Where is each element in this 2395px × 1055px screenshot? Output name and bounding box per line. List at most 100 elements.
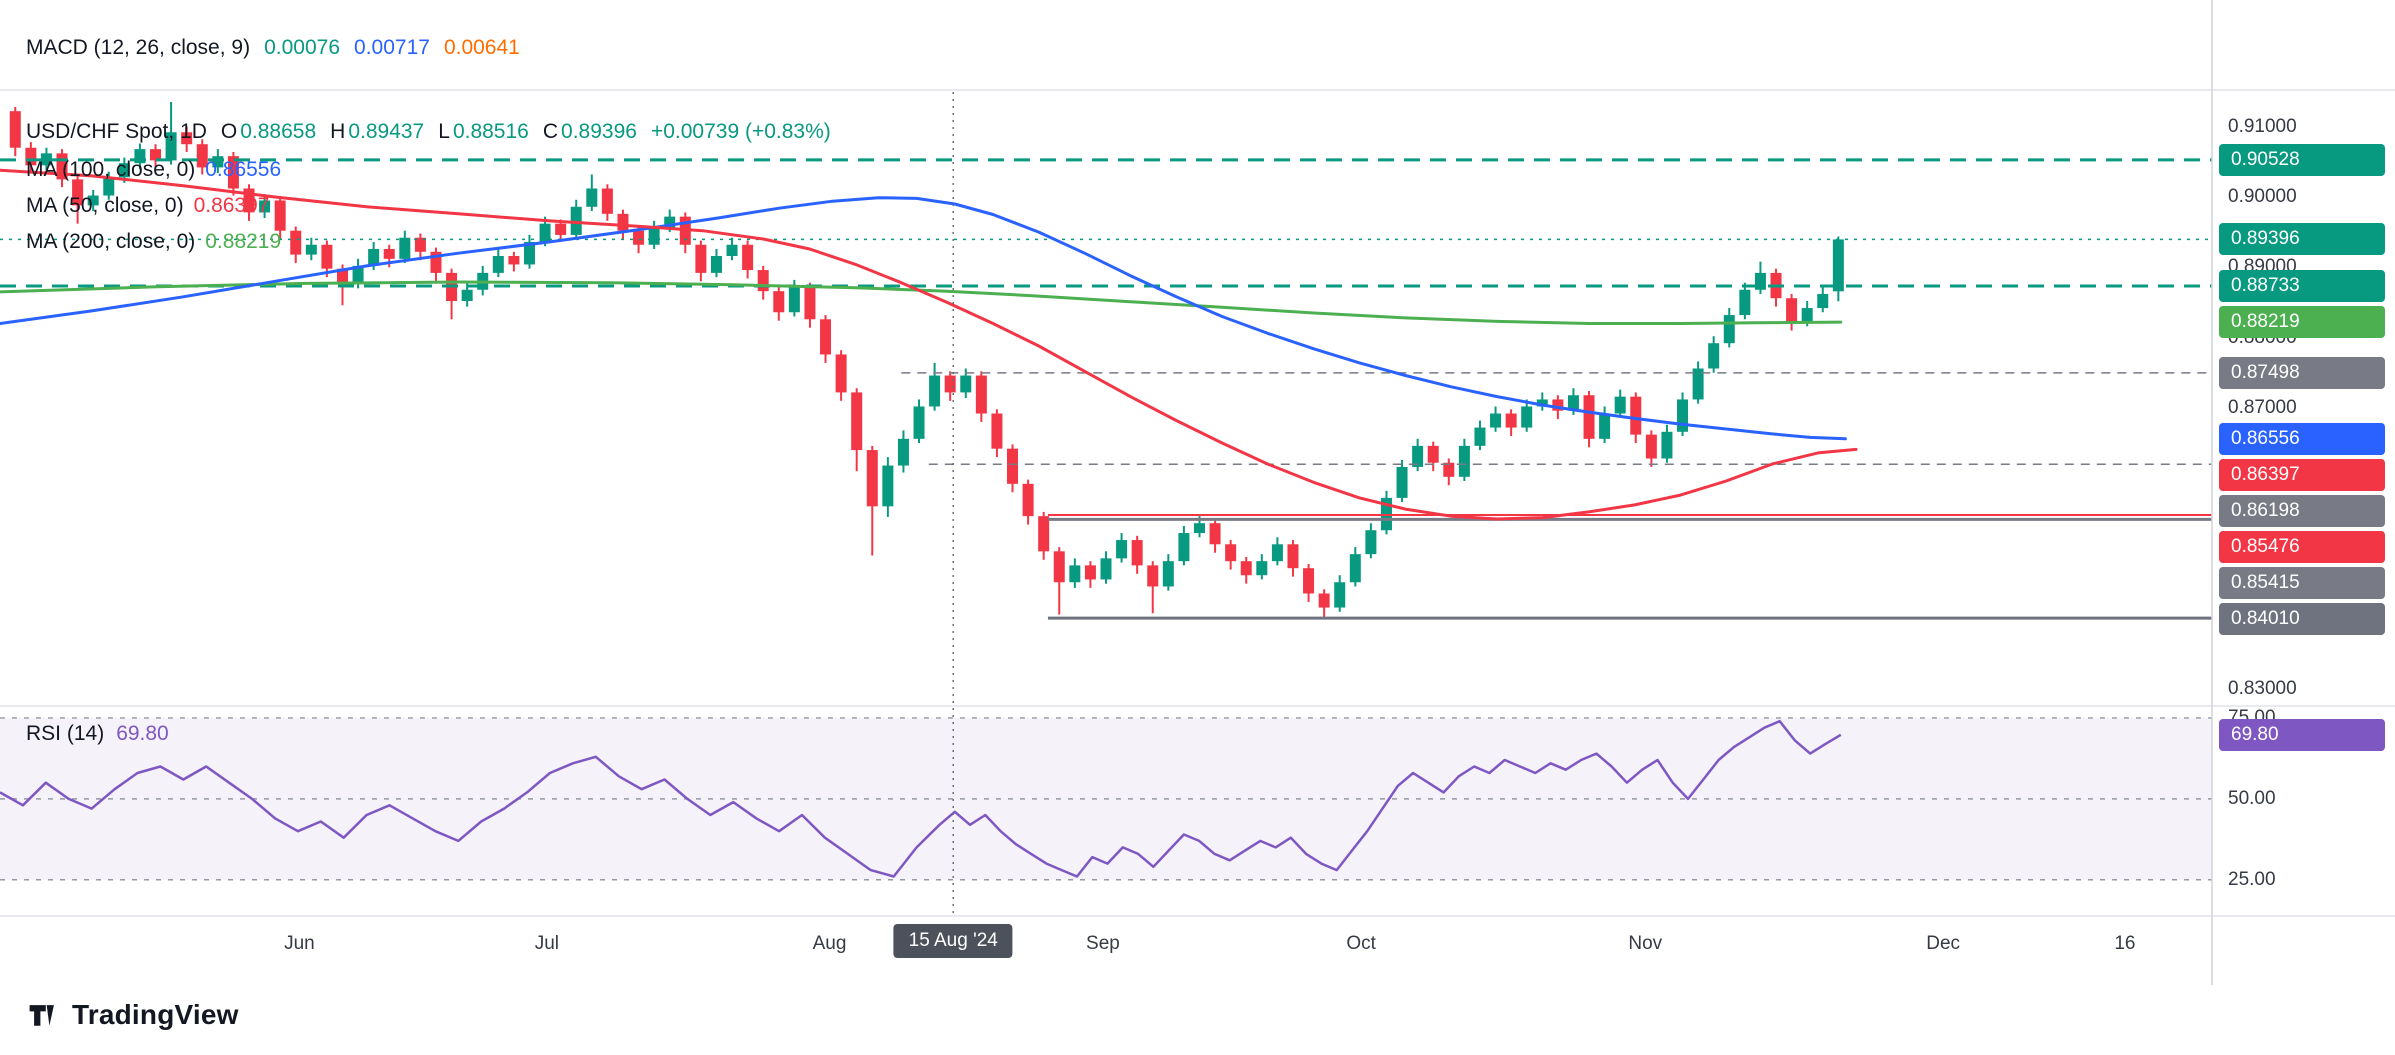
candle-body — [134, 149, 146, 164]
ma50-legend: MA (50, close, 0) 0.86397 — [26, 194, 269, 218]
candle-body — [414, 237, 426, 252]
candle-body — [1365, 530, 1377, 555]
candle-body — [1754, 272, 1766, 290]
price-axis-badge: 0.90528 — [2219, 143, 2385, 176]
candle-body — [196, 144, 208, 168]
ma100-label: MA (100, close, 0) — [26, 158, 196, 181]
candle-body — [40, 153, 52, 166]
candle-body — [1131, 540, 1143, 566]
rsi-axis-badge: 69.80 — [2219, 718, 2385, 751]
time-axis-label: Nov — [1628, 933, 1663, 954]
candle-body — [352, 265, 364, 283]
candle-body — [1552, 399, 1564, 411]
candle-body — [851, 392, 863, 451]
candle-body — [617, 213, 629, 231]
candle-body — [866, 450, 878, 507]
candle-body — [508, 256, 520, 265]
ma200-legend: MA (200, close, 0) 0.88219 — [26, 230, 281, 254]
symbol-title: USD/CHF Spot, 1D — [26, 120, 207, 143]
low-label: L — [438, 120, 450, 143]
candle-body — [897, 438, 909, 466]
candle-body — [648, 227, 660, 245]
rsi-line — [0, 719, 1842, 878]
time-axis-label: Sep — [1086, 933, 1120, 954]
price-axis[interactable]: 0.910000.900000.890000.880000.870000.830… — [2212, 0, 2395, 1055]
ma200-value: 0.88219 — [205, 230, 282, 253]
time-axis-label: Aug — [812, 933, 847, 954]
candle-body — [1193, 523, 1205, 534]
candle-body — [259, 200, 271, 213]
rsi-legend: RSI (14) 69.80 — [26, 722, 169, 746]
candle-body — [835, 354, 847, 393]
ma200-line — [0, 280, 1843, 325]
tradingview-logo[interactable]: TradingView — [26, 998, 239, 1032]
candle-body — [72, 179, 84, 206]
candle-body — [1521, 406, 1533, 428]
candle-body — [1677, 399, 1689, 432]
candle-body — [103, 177, 115, 196]
candle-body — [1801, 308, 1813, 323]
rsi-axis-label: 25.00 — [2228, 868, 2276, 890]
macd-line-value: 0.00717 — [354, 36, 430, 59]
ma50-line — [0, 168, 1858, 521]
time-axis-label: Oct — [1346, 933, 1376, 954]
time-cursor-badge: 15 Aug '24 — [893, 924, 1013, 958]
high-field: H 0.89437 — [330, 120, 424, 144]
ma50-value: 0.86397 — [193, 194, 270, 217]
candle-body — [1022, 483, 1034, 517]
price-axis-badge: 0.86198 — [2219, 495, 2385, 528]
candle-body — [1567, 395, 1579, 411]
candle-body — [1630, 396, 1642, 435]
close-value: 0.89396 — [561, 120, 637, 143]
candle-body — [975, 375, 987, 414]
candle-body — [882, 465, 894, 507]
ma100-legend: MA (100, close, 0) 0.86556 — [26, 158, 281, 182]
price-axis-label: 0.90000 — [2228, 185, 2297, 207]
candle-body — [695, 244, 707, 273]
time-axis-label: Jul — [534, 933, 560, 954]
candle-body — [1162, 561, 1174, 587]
candle-body — [118, 163, 130, 178]
candle-body — [1458, 445, 1470, 477]
candle-body — [383, 248, 395, 259]
candle-body — [1240, 561, 1252, 576]
candle-body — [944, 375, 956, 393]
open-value: 0.88658 — [240, 120, 317, 143]
time-axis-label: 16 — [2114, 933, 2136, 954]
price-axis-badge: 0.88733 — [2219, 270, 2385, 303]
candle-body — [25, 147, 37, 166]
price-axis-badge: 0.84010 — [2219, 603, 2385, 636]
candle-body — [773, 291, 785, 313]
rsi-label: RSI (14) — [26, 722, 105, 745]
change-value: +0.00739 (+0.83%) — [650, 120, 831, 143]
ma100-value: 0.86556 — [205, 158, 282, 181]
candle-body — [181, 132, 193, 145]
candle-body — [274, 200, 286, 231]
rsi-value: 69.80 — [116, 722, 169, 745]
candle-body — [1817, 293, 1829, 309]
rsi-axis-label: 50.00 — [2228, 787, 2276, 809]
candle-body — [1474, 427, 1486, 446]
candle-body — [165, 132, 177, 161]
candle-body — [368, 248, 380, 266]
candle-body — [1116, 540, 1128, 559]
candle-body — [1007, 448, 1019, 484]
candle-body — [1583, 395, 1595, 439]
candle-body — [1412, 445, 1424, 467]
candle-body — [586, 188, 598, 207]
open-label: O — [220, 120, 238, 143]
high-value: 0.89437 — [348, 120, 425, 143]
time-axis[interactable]: Jun Jul Aug Sep Oct Nov Dec 16 15 Aug '24 — [0, 924, 2212, 985]
candle-body — [9, 111, 21, 148]
candle-body — [1256, 561, 1268, 576]
low-field: L 0.88516 — [438, 120, 529, 144]
candle-body — [1505, 413, 1517, 428]
candle-body — [788, 286, 800, 313]
candle-body — [633, 230, 645, 245]
candle-body — [430, 251, 442, 273]
macd-legend: MACD (12, 26, close, 9) 0.00076 0.00717 … — [26, 36, 520, 60]
candle-body — [461, 289, 473, 302]
candle-body — [1349, 554, 1361, 583]
